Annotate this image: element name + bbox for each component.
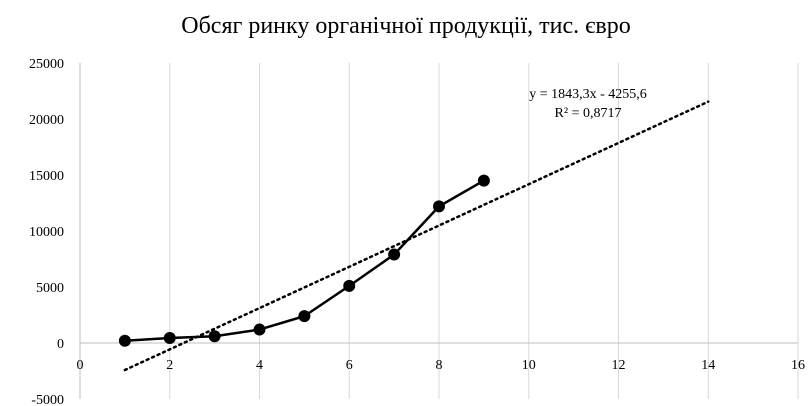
grid — [169, 63, 799, 399]
data-point — [433, 200, 445, 213]
x-tick-label: 4 — [256, 358, 263, 373]
x-tick-label: 0 — [77, 358, 84, 373]
x-tick-label: 2 — [166, 358, 173, 373]
tick-labels: 0 2 4 6 8 10 12 14 16 25000 20000 15000 10000 5000 0 -5… — [29, 57, 805, 406]
data-point — [298, 310, 311, 323]
data-point — [477, 174, 490, 187]
trendline-r-squared: R² = 0,8717 — [555, 106, 622, 121]
x-tick-label: 6 — [346, 358, 353, 373]
axes — [79, 63, 798, 399]
x-tick-label: 16 — [791, 358, 805, 373]
y-tick-label: 20000 — [29, 113, 64, 128]
trendline-equation: y = 1843,3x - 4255,6 — [529, 87, 647, 102]
data-point — [208, 330, 221, 343]
y-tick-label: 5000 — [36, 281, 64, 296]
x-tick-label: 10 — [522, 358, 536, 373]
data-point — [163, 331, 176, 344]
trendline-layer — [123, 100, 710, 372]
y-tick-label: 10000 — [29, 225, 64, 240]
x-tick-label: 14 — [701, 358, 715, 373]
x-tick-label: 8 — [436, 358, 443, 373]
chart-title: Обсяг ринку органічної продукції, тис. є… — [181, 13, 631, 39]
y-tick-label: 0 — [57, 337, 64, 352]
data-point — [118, 334, 131, 347]
data-point — [253, 323, 266, 336]
data-point — [343, 279, 356, 292]
data-point — [388, 248, 401, 261]
series-layer — [118, 174, 490, 347]
y-tick-label: -5000 — [31, 393, 64, 406]
trendline-annotation: y = 1843,3x - 4255,6 R² = 0,8717 — [529, 87, 647, 121]
x-tick-label: 12 — [612, 358, 626, 373]
trendline — [123, 100, 710, 372]
y-tick-label: 25000 — [29, 57, 64, 72]
y-tick-label: 15000 — [29, 169, 64, 184]
